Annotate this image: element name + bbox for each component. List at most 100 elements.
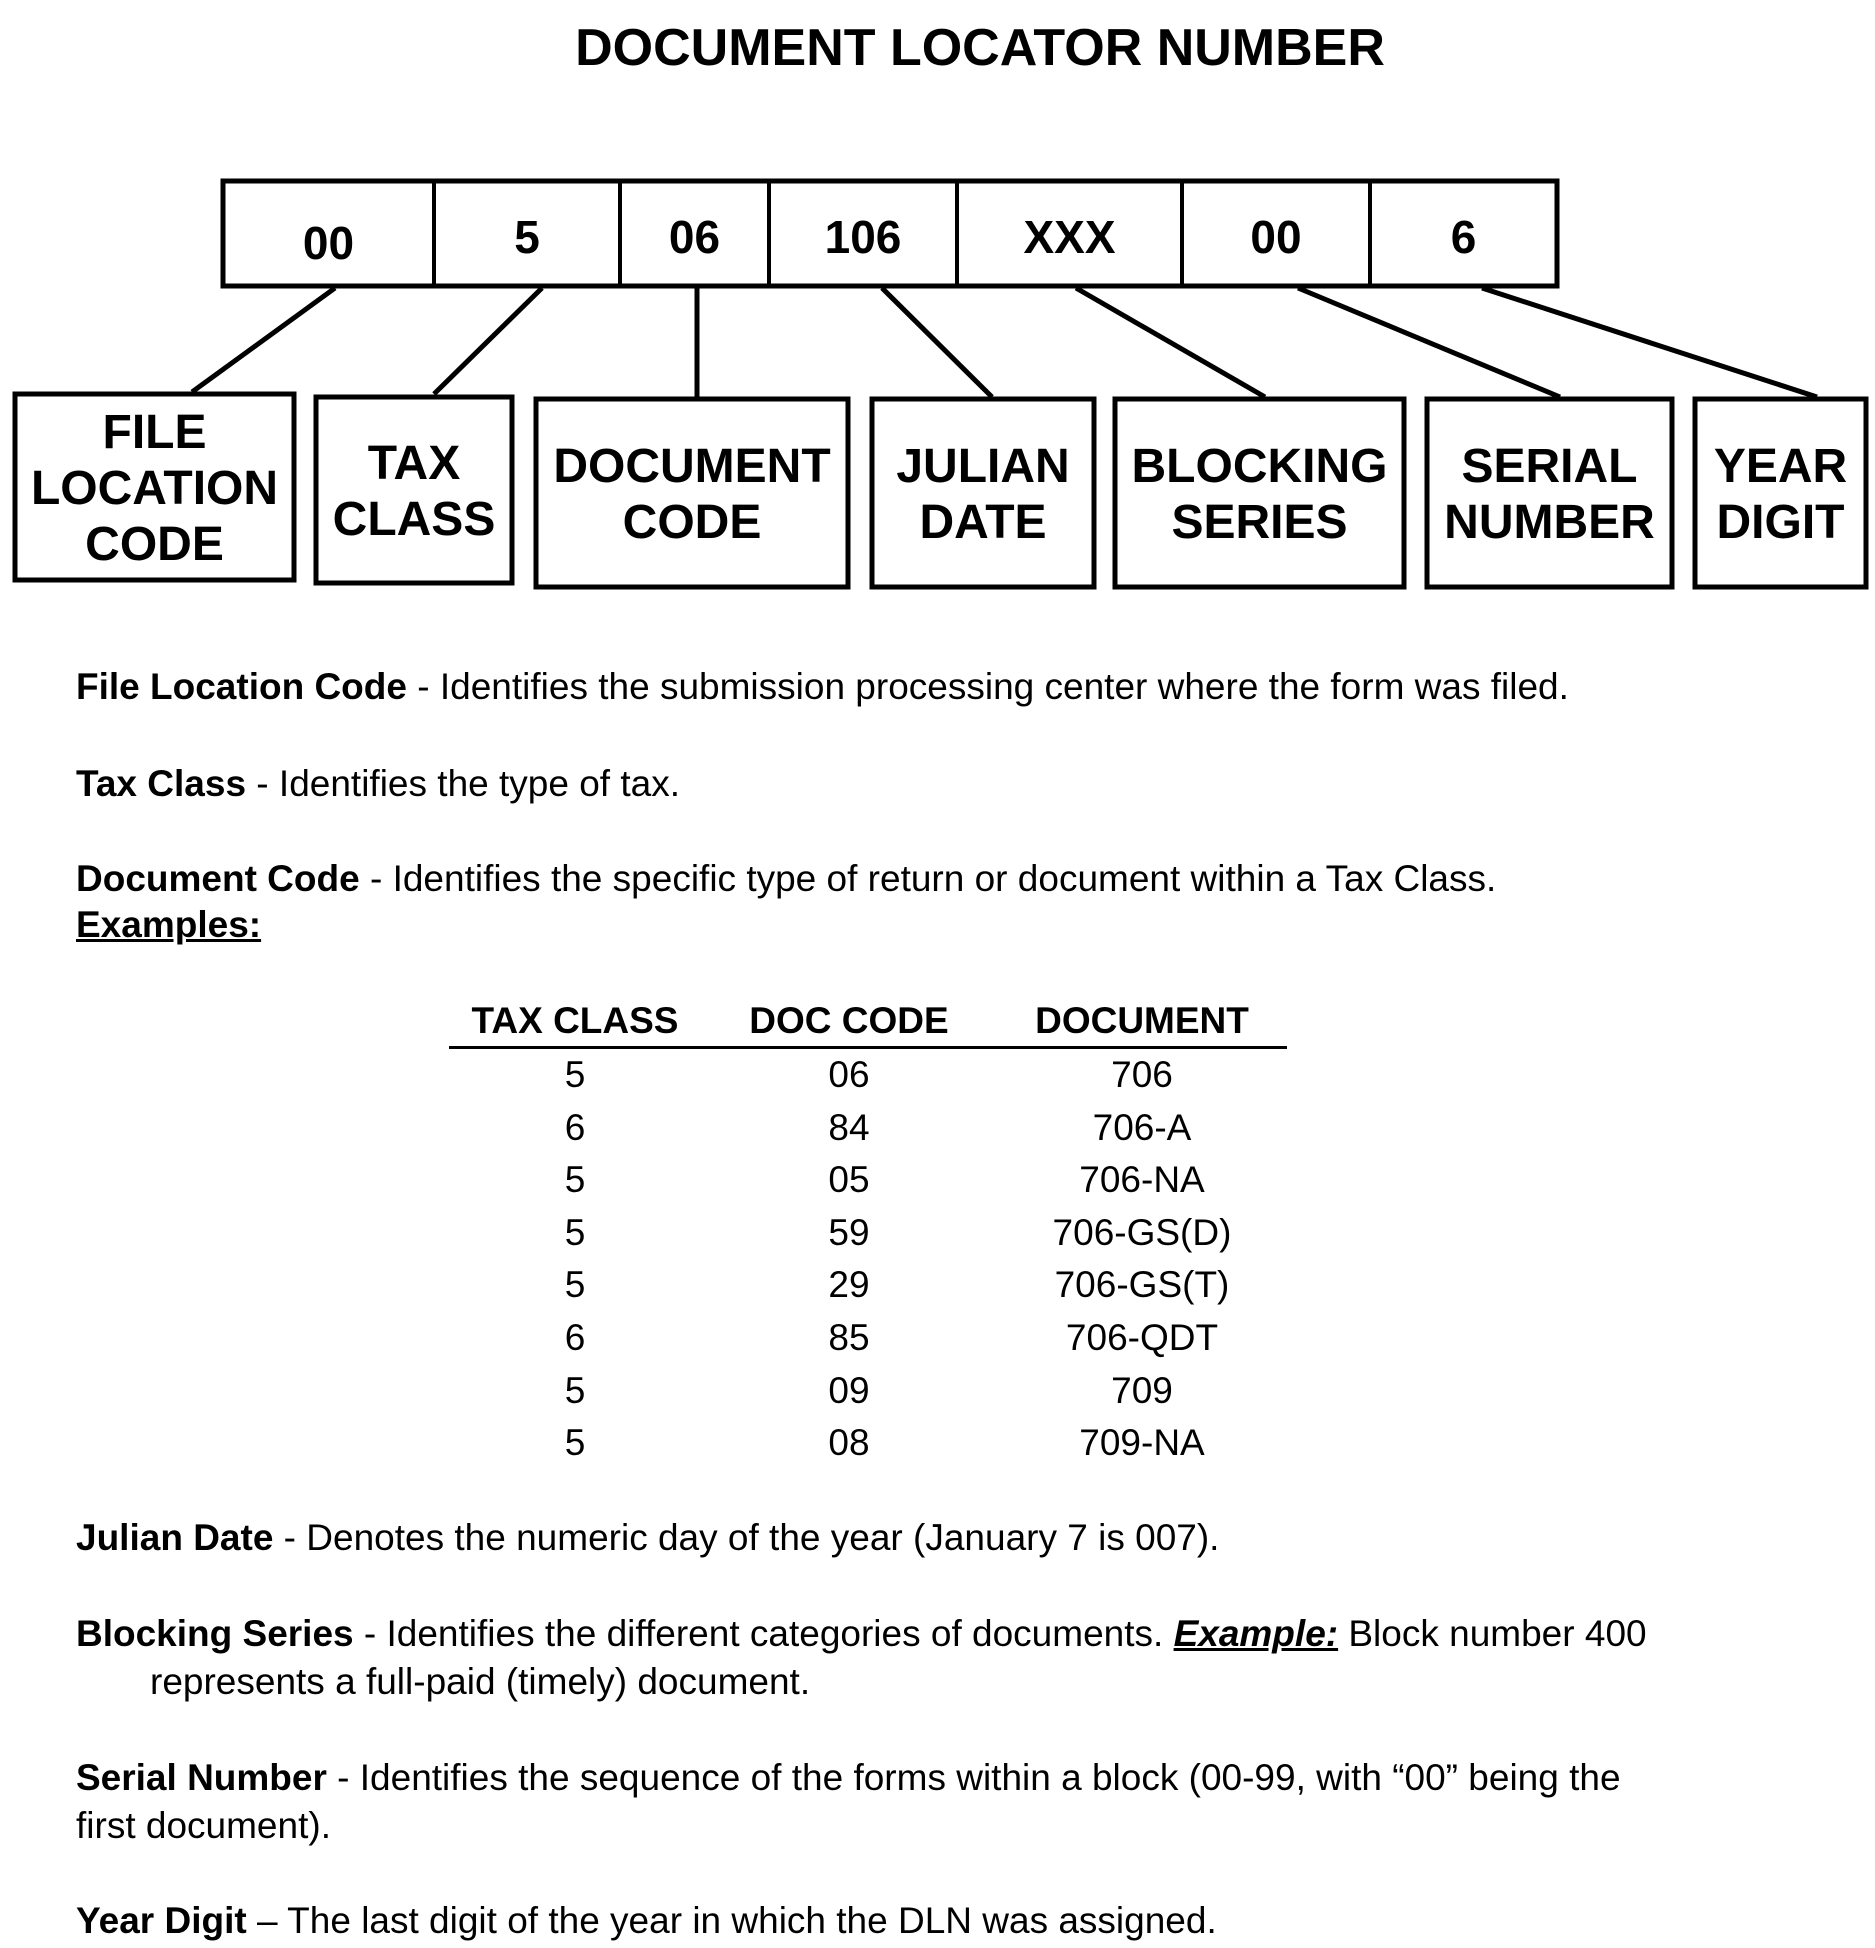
connector-line	[1074, 285, 1267, 400]
segment-label-text: BLOCKING	[1132, 440, 1388, 493]
segment-label-text: SERIES	[1171, 496, 1347, 549]
term: Year Digit	[76, 1900, 247, 1941]
sep: -	[353, 1613, 387, 1654]
definition-text: The last digit of the year in which the …	[287, 1900, 1217, 1941]
cell-doc-code: 06	[828, 1054, 870, 1095]
example-label: Example:	[1173, 1613, 1339, 1654]
definition-continuation: represents a full-paid (timely) document…	[150, 1661, 811, 1702]
cell-document: 706-A	[1092, 1106, 1192, 1148]
segment-label-box	[313, 394, 515, 586]
cell-document: 706-GS(T)	[1054, 1264, 1230, 1306]
connector-line	[880, 286, 994, 399]
dln-segment-value: XXX	[1023, 211, 1115, 263]
sep: -	[273, 1517, 307, 1558]
segment-label-box	[1424, 396, 1675, 590]
definition-text: Identifies the different categories of d…	[386, 1613, 1174, 1654]
header-document: DOCUMENT	[997, 998, 1287, 1049]
segment-label-text: CLASS	[333, 493, 496, 546]
cell-doc-code: 84	[828, 1106, 870, 1148]
segment-label-text: CODE	[85, 518, 224, 571]
segment-label-text: DATE	[919, 496, 1046, 549]
cell-tax-class: 5	[564, 1159, 586, 1201]
table-row: 5 08 709-NA	[449, 1417, 1287, 1470]
header-doc-code: DOC CODE	[701, 998, 997, 1049]
dln-segment-value: 6	[1451, 211, 1477, 263]
dln-segment-value: 5	[514, 211, 540, 263]
examples-heading: Examples:	[76, 904, 262, 945]
dln-segment-value: 00	[1250, 211, 1301, 263]
definition-continuation: first document).	[76, 1805, 331, 1846]
cell-tax-class: 6	[564, 1316, 586, 1358]
cell-doc-code: 05	[828, 1159, 870, 1201]
term: Blocking Series	[76, 1613, 354, 1654]
segment-label-box	[869, 396, 1097, 590]
cell-doc-code: 09	[828, 1369, 870, 1411]
cell-document: 709-NA	[1079, 1422, 1205, 1464]
segment-label-text: NUMBER	[1444, 496, 1655, 549]
cell-doc-code: 29	[828, 1264, 870, 1306]
cell-tax-class: 5	[564, 1211, 586, 1253]
cell-doc-code: 08	[828, 1422, 870, 1464]
term: Document Code	[76, 858, 360, 899]
definition-serial-number: Serial Number - Identifies the sequence …	[76, 1754, 1856, 1850]
cell-doc-code: 59	[828, 1211, 870, 1253]
definition-year-digit: Year Digit – The last digit of the year …	[76, 1897, 1856, 1945]
definition-text: Denotes the numeric day of the year (Jan…	[306, 1517, 1220, 1558]
sep: -	[326, 1757, 360, 1798]
term: Tax Class	[76, 763, 247, 804]
term: Serial Number	[76, 1757, 327, 1798]
table-row: 6 84 706-A	[449, 1102, 1287, 1155]
table-row: 5 59 706-GS(D)	[449, 1207, 1287, 1260]
segment-label-text: DOCUMENT	[553, 440, 830, 493]
definition-blocking-series: Blocking Series - Identifies the differe…	[76, 1610, 1856, 1706]
cell-document: 706	[1111, 1054, 1173, 1095]
header-tax-class: TAX CLASS	[449, 998, 701, 1049]
table-row: 5 05 706-NA	[449, 1154, 1287, 1207]
segment-label-box	[1112, 396, 1407, 590]
segment-label-text: JULIAN	[896, 440, 1069, 493]
sep: -	[246, 763, 279, 804]
cell-document: 706-NA	[1079, 1159, 1205, 1201]
segment-label-text: LOCATION	[31, 462, 278, 515]
dln-segment-value: 106	[825, 211, 902, 263]
examples-table: TAX CLASS DOC CODE DOCUMENT 5 06 706 6 84 706…	[449, 998, 1287, 1470]
definition-text: Identifies the specific type of return o…	[392, 858, 1497, 899]
definition-text: Identifies the sequence of the forms wit…	[359, 1757, 1621, 1798]
dln-segment-value: 00	[303, 217, 354, 269]
connector-line	[1297, 285, 1561, 400]
cell-document: 706-GS(D)	[1052, 1211, 1232, 1253]
sep: -	[359, 858, 393, 899]
connector-line	[432, 286, 544, 396]
definition-tax-class: Tax Class - Identifies the type of tax.	[76, 760, 1856, 808]
term: Julian Date	[76, 1517, 274, 1558]
segment-label-text: TAX	[368, 437, 460, 490]
definition-document-code: Document Code - Identifies the specific …	[76, 855, 1856, 903]
connector-line	[190, 285, 337, 395]
definition-julian-date: Julian Date - Denotes the numeric day of…	[76, 1514, 1856, 1562]
segment-label-text: FILE	[103, 406, 207, 459]
sep: -	[406, 666, 440, 707]
table-row: 5 29 706-GS(T)	[449, 1259, 1287, 1312]
cell-tax-class: 6	[564, 1106, 586, 1148]
definition-file-location: File Location Code - Identifies the subm…	[76, 663, 1856, 711]
cell-tax-class: 5	[564, 1422, 586, 1464]
table-row: 5 09 709	[449, 1365, 1287, 1418]
sep: –	[246, 1900, 288, 1941]
cell-tax-class: 5	[564, 1264, 586, 1306]
definition-text: Identifies the type of tax.	[278, 763, 680, 804]
segment-label-box	[1692, 396, 1869, 590]
segment-label-text: SERIAL	[1461, 440, 1637, 493]
segment-label-box	[533, 396, 851, 590]
dln-segment-value: 06	[669, 211, 720, 263]
connector-line	[1481, 285, 1818, 400]
segment-label-box	[12, 391, 297, 583]
table-row: 6 85 706-QDT	[449, 1312, 1287, 1365]
definition-text: Identifies the submission processing cen…	[439, 666, 1569, 707]
segment-label-text: YEAR	[1714, 440, 1847, 493]
term: File Location Code	[76, 666, 407, 707]
dln-box	[220, 178, 1560, 289]
page-title: DOCUMENT LOCATOR NUMBER	[575, 19, 1385, 77]
cell-tax-class: 5	[564, 1054, 586, 1095]
cell-tax-class: 5	[564, 1369, 586, 1411]
